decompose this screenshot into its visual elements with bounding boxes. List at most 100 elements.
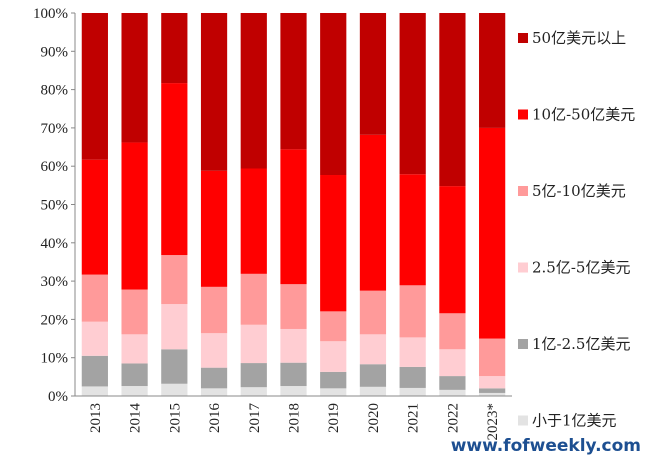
- bar-segment: [121, 363, 148, 387]
- x-tick-label: 2014: [128, 403, 144, 434]
- bar-segment: [479, 338, 506, 377]
- x-tick-label: 2022: [445, 403, 461, 433]
- bar-segment: [240, 324, 267, 364]
- bar-segment: [320, 175, 347, 312]
- bar-segment: [81, 274, 108, 322]
- bar-segment: [359, 13, 387, 135]
- y-tick-label: 40%: [41, 236, 69, 252]
- bar-segment: [161, 349, 188, 384]
- y-tick-label: 80%: [41, 83, 69, 99]
- legend-swatch: [518, 33, 528, 43]
- bar-segment: [399, 387, 426, 396]
- bar-segment: [359, 290, 387, 335]
- bar-segment: [399, 337, 426, 367]
- bar-segment: [240, 13, 267, 169]
- bar-segment: [280, 13, 307, 150]
- legend-label: 10亿-50亿美元: [532, 106, 635, 124]
- bar-segment: [479, 13, 506, 128]
- bar-segment: [280, 328, 307, 363]
- y-tick-label: 10%: [41, 351, 69, 367]
- bar-segment: [479, 127, 506, 339]
- bar-segment: [359, 386, 387, 396]
- legend-label: 2.5亿-5亿美元: [532, 259, 630, 277]
- bar-segment: [161, 383, 188, 396]
- legend-swatch: [518, 339, 528, 349]
- bar-segment: [479, 376, 506, 389]
- y-tick-label: 90%: [41, 44, 69, 60]
- x-tick-label: 2013: [88, 403, 104, 433]
- legend-swatch: [518, 262, 528, 273]
- bar-segment: [320, 371, 347, 389]
- bar-segment: [200, 13, 228, 171]
- bar-segment: [81, 386, 108, 396]
- bar-segment: [81, 355, 108, 387]
- bar-segment: [200, 333, 228, 368]
- y-tick-label: 70%: [41, 121, 69, 137]
- bar-segment: [121, 13, 148, 143]
- bar-segment: [320, 388, 347, 396]
- legend-swatch: [518, 415, 528, 426]
- y-tick-label: 0%: [48, 389, 68, 405]
- legend-swatch: [518, 109, 528, 120]
- x-tick-label: 2019: [326, 403, 342, 433]
- x-tick-label: 2016: [207, 403, 223, 434]
- legend-label: 50亿美元以上: [532, 29, 626, 47]
- x-tick-label: 2021: [406, 403, 422, 433]
- legend-label: 小于1亿美元: [532, 412, 617, 430]
- bar-segment: [81, 321, 108, 356]
- legend-label: 5亿-10亿美元: [532, 182, 626, 200]
- x-tick-label: 2023*: [485, 403, 501, 441]
- bar-segment: [399, 366, 426, 388]
- bar-segment: [200, 286, 228, 334]
- bar-segment: [200, 367, 228, 389]
- bar-segment: [200, 388, 228, 396]
- bars: [81, 13, 506, 396]
- bar-segment: [320, 311, 347, 342]
- bar-segment: [81, 159, 108, 275]
- bar-segment: [439, 313, 466, 350]
- bar-segment: [240, 387, 267, 396]
- y-tick-label: 60%: [41, 159, 69, 175]
- bar-segment: [280, 149, 307, 285]
- legend-swatch: [518, 186, 528, 196]
- bar-segment: [439, 13, 466, 187]
- x-tick-label: 2018: [287, 403, 303, 433]
- bar-segment: [359, 134, 387, 291]
- bar-segment: [161, 304, 188, 350]
- bar-segment: [359, 334, 387, 365]
- bar-segment: [121, 142, 148, 290]
- bar-segment: [161, 13, 188, 84]
- bar-segment: [399, 13, 426, 175]
- y-tick-label: 30%: [41, 274, 69, 290]
- bar-segment: [161, 255, 188, 305]
- bar-segment: [121, 289, 148, 335]
- y-tick-label: 20%: [41, 312, 69, 328]
- bar-segment: [240, 273, 267, 325]
- x-tick-label: 2017: [247, 403, 263, 434]
- bar-segment: [439, 186, 466, 314]
- bar-segment: [320, 13, 347, 176]
- y-tick-label: 50%: [41, 198, 69, 214]
- bar-segment: [439, 376, 466, 390]
- bar-segment: [479, 392, 506, 396]
- bar-segment: [200, 170, 228, 287]
- y-axis: 0% 10% 20% 30% 40% 50% 60% 70% 80% 90% 100%: [33, 6, 76, 405]
- bar-segment: [121, 386, 148, 396]
- bar-segment: [280, 284, 307, 329]
- bar-segment: [479, 388, 506, 393]
- bar-segment: [280, 386, 307, 396]
- bar-segment: [399, 174, 426, 286]
- watermark: www.fofweekly.com: [450, 436, 641, 456]
- bar-segment: [240, 168, 267, 274]
- bar-segment: [240, 363, 267, 388]
- bar-segment: [280, 362, 307, 387]
- bar-segment: [320, 341, 347, 372]
- bar-segment: [81, 13, 108, 160]
- x-tick-label: 2020: [366, 403, 382, 433]
- legend-label: 1亿-2.5亿美元: [532, 335, 630, 353]
- legend: 50亿美元以上 10亿-50亿美元 5亿-10亿美元 2.5亿-5亿美元 1亿-2.5亿…: [518, 29, 635, 430]
- bar-segment: [161, 83, 188, 256]
- bar-segment: [439, 349, 466, 377]
- bar-segment: [121, 334, 148, 364]
